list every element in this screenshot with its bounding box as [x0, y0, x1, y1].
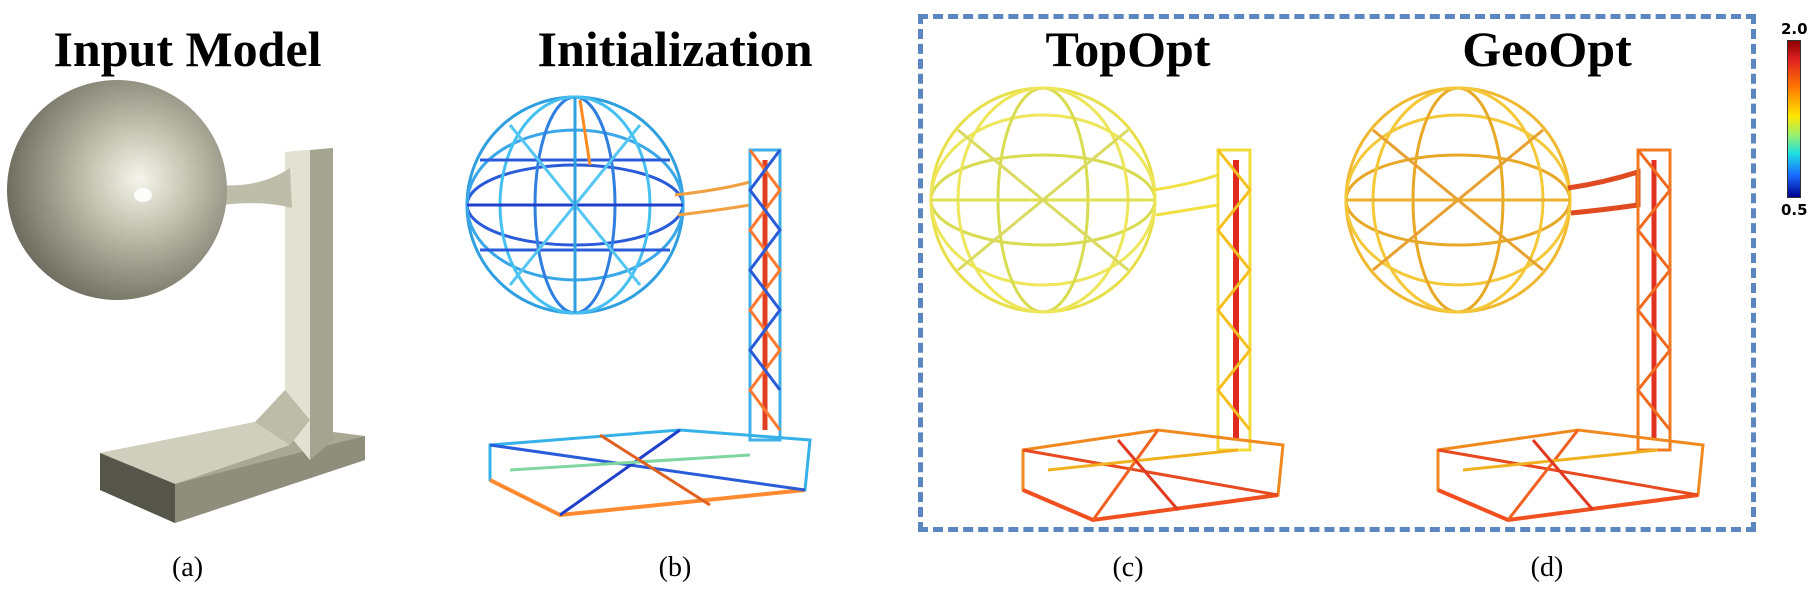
panel-title: Input Model: [53, 21, 322, 77]
panel-title: Initialization: [537, 21, 813, 77]
panel-initialization: Initialization (b): [450, 0, 900, 600]
optimization-group-frame: [918, 14, 1756, 532]
panel-title: GeoOpt: [1462, 21, 1632, 77]
geoopt-lattice-figure: [1344, 86, 1705, 523]
panel-geoopt: GeoOpt (d): [1338, 0, 1756, 600]
topopt-lattice-figure: [929, 86, 1285, 523]
panel-caption: (b): [658, 552, 692, 583]
panel-caption: (a): [171, 552, 204, 583]
panel-title: TopOpt: [1045, 21, 1211, 77]
panel-caption: (d): [1530, 552, 1564, 583]
panel-input-model: Input Model (a): [0, 0, 375, 600]
panel-topopt: TopOpt (c): [918, 0, 1338, 600]
colorbar-max-label: 2.0: [1781, 20, 1808, 38]
panel-caption: (c): [1112, 552, 1144, 583]
colorbar-min-label: 0.5: [1781, 201, 1808, 219]
colorbar: [1787, 40, 1801, 198]
initialization-lattice-figure: [465, 95, 812, 518]
input-model-figure: [7, 80, 365, 523]
